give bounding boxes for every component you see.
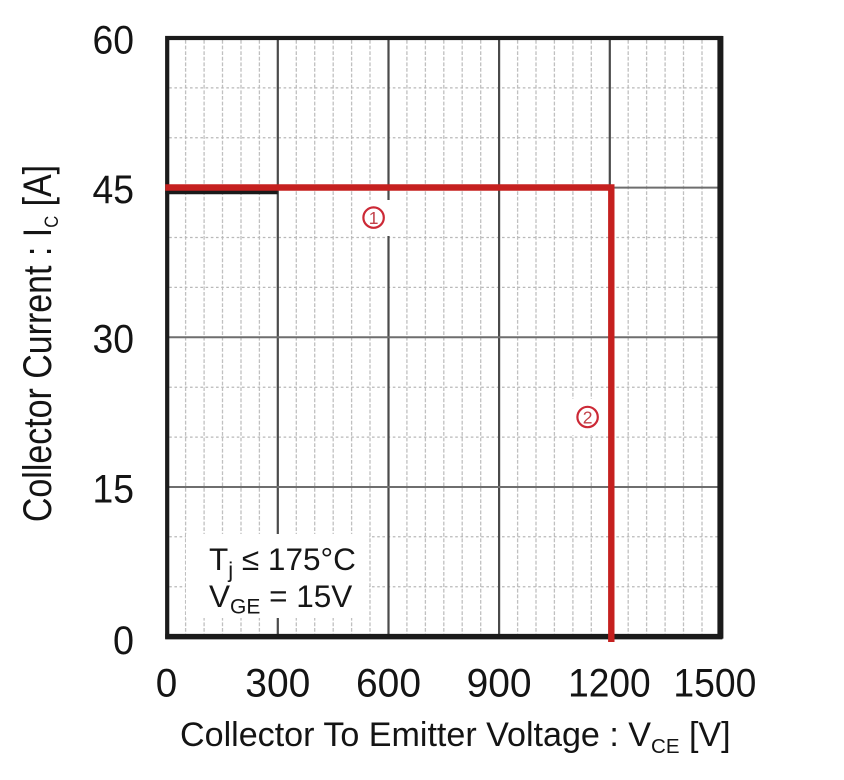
svg-text:900: 900 [467,661,532,705]
svg-text:Collector To Emitter Voltage :: Collector To Emitter Voltage : VCE [V] [180,716,731,758]
svg-text:300: 300 [245,661,310,705]
svg-text:15: 15 [93,467,135,511]
svg-text:Tj ≤ 175°C: Tj ≤ 175°C [209,541,356,583]
svg-text:2: 2 [583,407,593,427]
svg-text:60: 60 [93,18,135,62]
svg-text:30: 30 [93,318,135,362]
svg-text:0: 0 [113,619,134,663]
svg-text:VGE = 15V: VGE = 15V [209,578,352,618]
svg-text:0: 0 [156,661,178,705]
svg-text:1: 1 [369,208,379,228]
svg-text:600: 600 [356,661,421,705]
svg-text:45: 45 [93,168,135,212]
svg-text:1200: 1200 [568,661,651,705]
svg-text:1500: 1500 [673,661,756,705]
